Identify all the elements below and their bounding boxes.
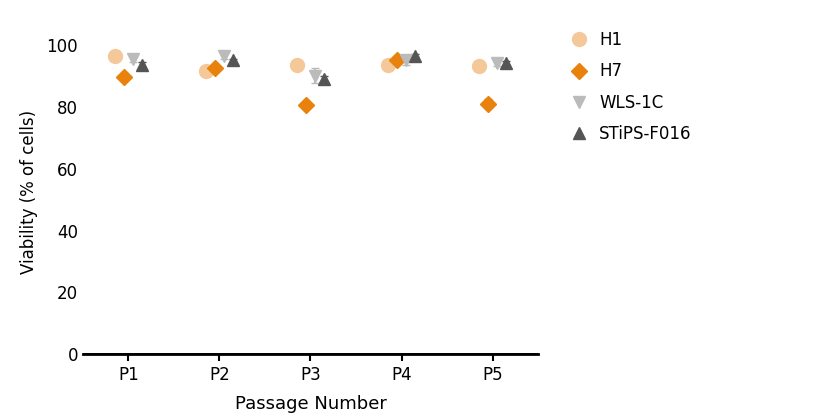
Legend: H1, H7, WLS-1C, STiPS-F016: H1, H7, WLS-1C, STiPS-F016: [569, 31, 691, 143]
X-axis label: Passage Number: Passage Number: [234, 395, 386, 413]
Y-axis label: Viability (% of cells): Viability (% of cells): [20, 110, 38, 274]
